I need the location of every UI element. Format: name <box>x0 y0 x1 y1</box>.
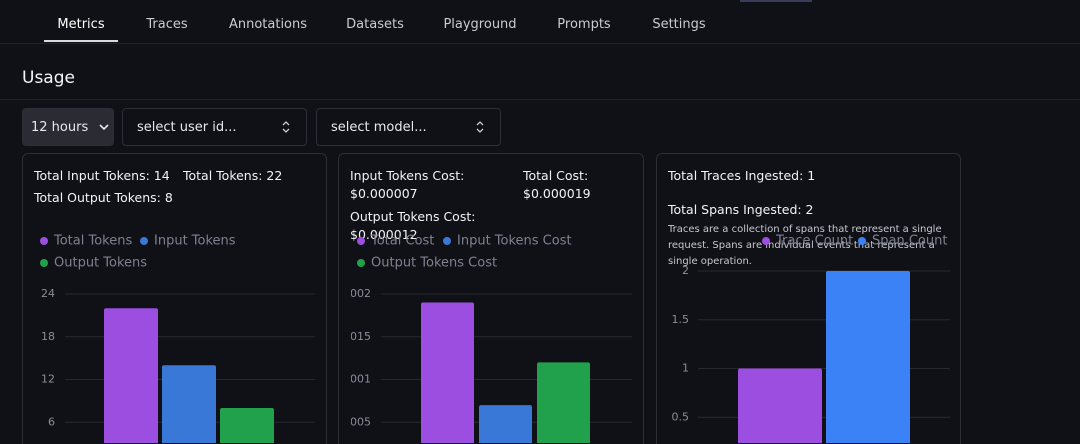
legend-swatch <box>858 237 866 245</box>
bar <box>479 405 532 443</box>
chart: 6 12 18 24 Total Tokens Input Tokens Output To… <box>40 234 315 443</box>
y-tick-label: 1 <box>682 362 689 375</box>
stat-label: Total Cost: <box>523 168 589 183</box>
time-select-value: 12 hours <box>31 119 89 135</box>
user-select[interactable]: select user id... <box>122 108 307 146</box>
legend-swatch <box>140 237 148 245</box>
legend-swatch <box>443 237 451 245</box>
stat-value: $0.000019 <box>523 186 591 201</box>
top-indicator <box>740 0 812 2</box>
bar <box>162 365 216 443</box>
bar <box>104 308 158 443</box>
chevron-icon <box>99 124 109 131</box>
y-tick-label: 12 <box>41 373 55 386</box>
stat-value: $0.000012 <box>350 227 418 242</box>
y-tick-label: 1.5 <box>672 313 690 326</box>
time-select[interactable]: 12 hours <box>22 108 114 146</box>
tab[interactable]: Playground <box>443 17 517 32</box>
y-tick-label: 24 <box>41 287 55 300</box>
tab[interactable]: Prompts <box>557 17 611 32</box>
y-tick-label: 6 <box>48 415 55 428</box>
stat: Total Input Tokens: 14 <box>34 168 170 183</box>
stat-value: $0.000007 <box>350 186 418 201</box>
tab[interactable]: Datasets <box>346 17 404 32</box>
user-select-placeholder: select user id... <box>137 119 237 135</box>
stat: Total Spans Ingested: 2 <box>668 202 814 217</box>
legend-label: Span Count <box>872 234 947 249</box>
legend-swatch <box>40 237 48 245</box>
stat: Total Tokens: 22 <box>183 168 283 183</box>
active-tab-underline <box>44 40 118 42</box>
bar <box>220 408 274 443</box>
tab[interactable]: Metrics <box>57 17 105 32</box>
card <box>338 153 644 444</box>
tab[interactable]: Traces <box>146 17 188 32</box>
bar <box>738 368 822 443</box>
stat-label: Output Tokens Cost: <box>350 209 476 224</box>
legend-label: Output Tokens Cost <box>371 256 497 271</box>
legend-label: Total Cost <box>370 234 434 249</box>
card <box>656 153 961 444</box>
updown-icon <box>476 121 484 133</box>
y-tick-label: 0.00002 <box>351 287 371 300</box>
y-tick-label: 2 <box>682 264 689 277</box>
legend-label: Output Tokens <box>54 256 147 271</box>
y-tick-label: 0.5 <box>672 410 690 423</box>
stat-label: Input Tokens Cost: <box>350 168 465 183</box>
legend-swatch <box>40 259 48 267</box>
model-select-placeholder: select model... <box>331 119 427 135</box>
bar <box>537 362 590 443</box>
legend-label: Total Tokens <box>53 234 132 249</box>
description: Traces are a collection of spans that re… <box>668 224 942 267</box>
bar <box>421 302 474 443</box>
tab[interactable]: Annotations <box>228 17 308 32</box>
section-divider <box>0 99 1080 100</box>
legend-label: Trace Count <box>775 234 853 249</box>
legend-swatch <box>357 259 365 267</box>
y-tick-label: 0.000015 <box>351 330 371 343</box>
bar <box>826 271 910 443</box>
model-select[interactable]: select model... <box>316 108 501 146</box>
card <box>22 153 327 444</box>
legend-swatch <box>762 237 770 245</box>
chart: 0.000005 0.00001 0.000015 0.00002 Total Cost… <box>351 234 632 443</box>
tab[interactable]: Settings <box>652 17 706 32</box>
y-tick-label: 0.000005 <box>351 415 371 428</box>
tab-divider <box>0 43 1080 44</box>
y-tick-label: 18 <box>41 330 55 343</box>
stat: Total Traces Ingested: 1 <box>668 168 816 183</box>
legend-swatch <box>357 237 365 245</box>
section-heading: Usage <box>22 68 75 88</box>
chart: 0.5 1 1.5 2 Trace Count Span Count <box>672 234 950 443</box>
legend-label: Input Tokens Cost <box>457 234 572 249</box>
y-tick-label: 0.00001 <box>351 373 371 386</box>
legend-label: Input Tokens <box>154 234 236 249</box>
updown-icon <box>282 121 290 133</box>
stat: Total Output Tokens: 8 <box>34 190 173 205</box>
